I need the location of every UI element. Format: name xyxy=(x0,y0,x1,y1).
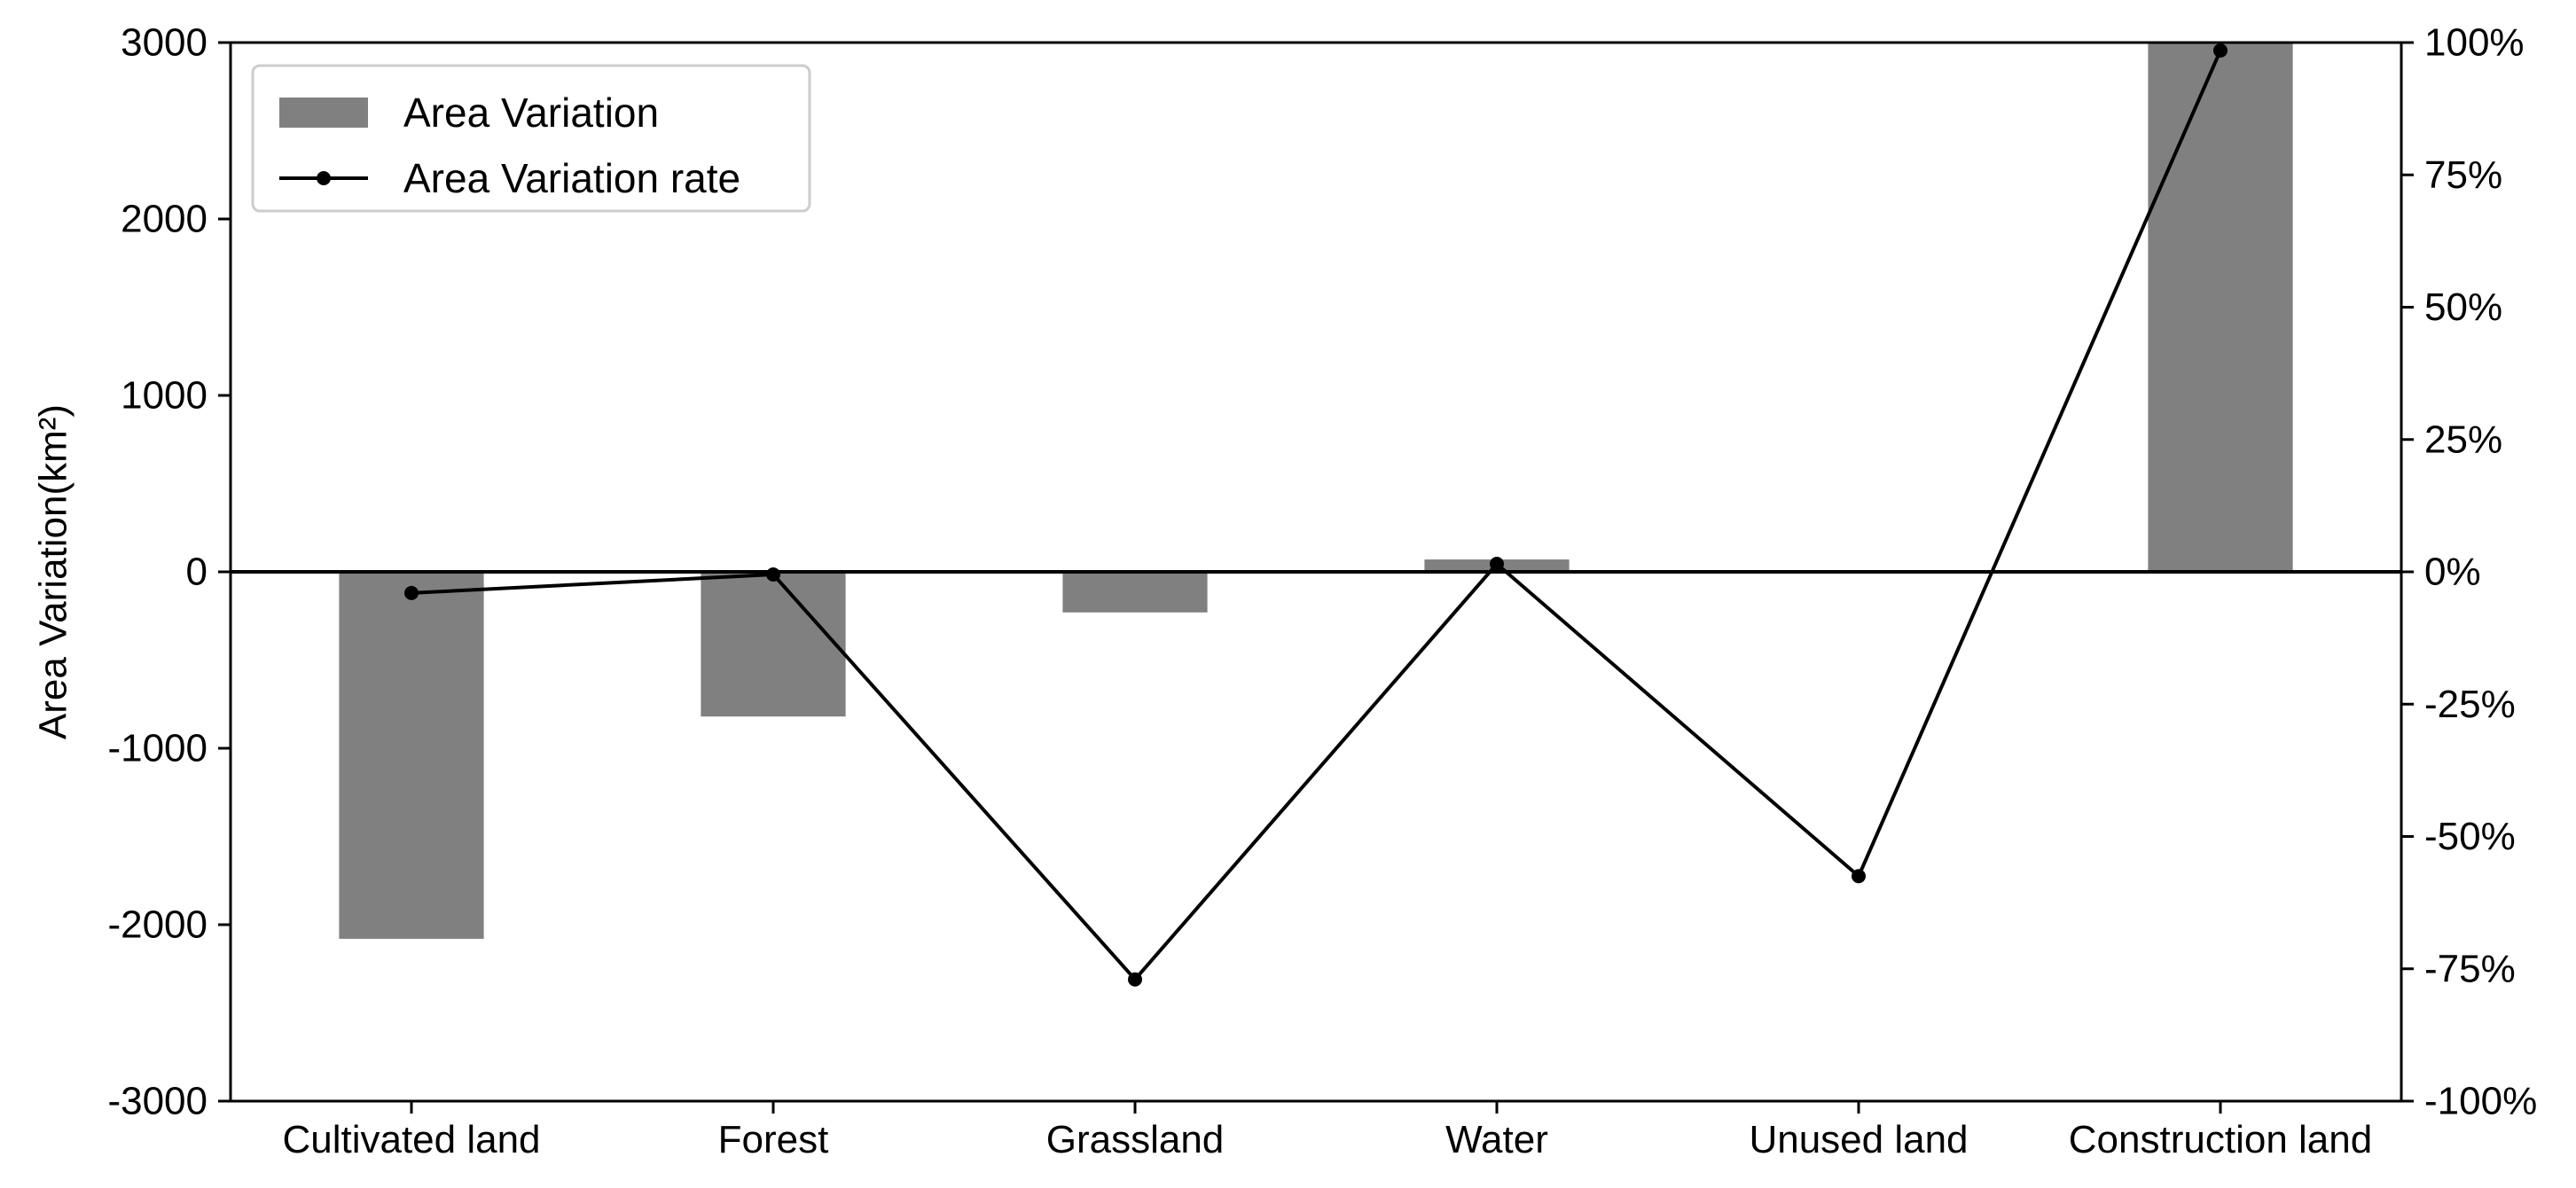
y2-tick-label: 25% xyxy=(2424,418,2502,461)
y2-tick-label: -100% xyxy=(2424,1080,2537,1123)
x-tick-label: Grassland xyxy=(1046,1118,1225,1161)
y-tick-label: 3000 xyxy=(121,21,207,65)
y2-tick-label: 50% xyxy=(2424,285,2502,329)
rate-line xyxy=(411,50,2222,981)
y2-tick-label: 0% xyxy=(2424,551,2481,594)
y2-tick-label: -75% xyxy=(2424,947,2516,990)
legend-label-line: Area Variation rate xyxy=(403,155,740,201)
rate-point-construction-land xyxy=(2213,43,2228,58)
rate-point-grassland xyxy=(1128,972,1142,987)
legend-label-bar: Area Variation xyxy=(403,90,659,136)
y-tick-label: -1000 xyxy=(107,727,207,770)
legend-swatch-bar xyxy=(279,98,368,128)
bar-cultivated-land xyxy=(339,572,484,939)
x-tick-label: Water xyxy=(1445,1118,1548,1161)
x-tick-label: Construction land xyxy=(2069,1118,2372,1161)
y-tick-label: -2000 xyxy=(107,903,207,947)
x-tick-label: Cultivated land xyxy=(282,1118,540,1161)
y2-tick-label: 75% xyxy=(2424,153,2502,197)
rate-point-water xyxy=(1490,557,1504,572)
plot-area xyxy=(231,43,2401,987)
y-tick-label: 1000 xyxy=(121,374,207,418)
y-tick-label: 2000 xyxy=(121,198,207,241)
y-tick-label: -3000 xyxy=(107,1080,207,1123)
y2-tick-label: -50% xyxy=(2424,815,2516,858)
y-axis-label: Area Variation(km²) xyxy=(32,404,75,739)
x-tick-label: Forest xyxy=(718,1118,829,1161)
y2-tick-label: -25% xyxy=(2424,683,2516,726)
rate-point-cultivated-land xyxy=(404,585,419,600)
y-tick-label: 0 xyxy=(186,551,207,594)
axes: -3000 -2000 -1000 0 1000 2000 3000 -100% -75% -50… xyxy=(32,21,2538,1162)
y2-tick-label: 100% xyxy=(2424,21,2525,65)
rate-point-forest xyxy=(766,567,780,582)
bar-grassland xyxy=(1062,572,1208,613)
x-tick-label: Unused land xyxy=(1749,1118,1968,1161)
legend-swatch-marker xyxy=(317,171,331,185)
legend-box xyxy=(251,64,811,213)
legend: Area Variation Area Variation rate xyxy=(251,64,811,213)
bar-forest xyxy=(701,572,846,717)
bar-construction-land xyxy=(2148,43,2293,572)
rate-point-unused-land xyxy=(1852,869,1866,884)
